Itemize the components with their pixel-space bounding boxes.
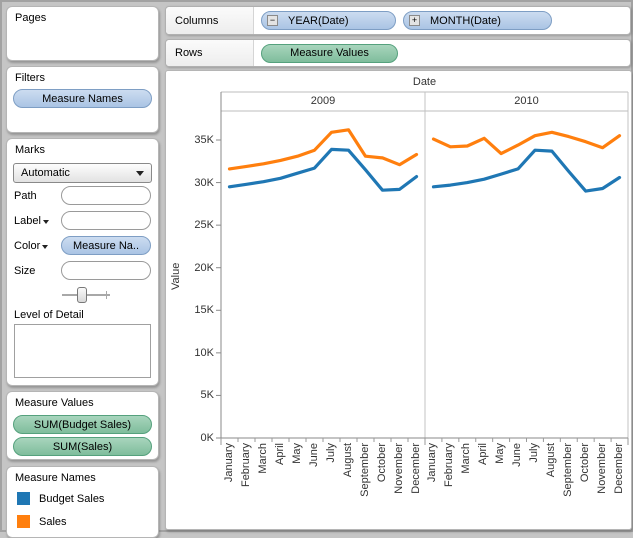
marks-card-title: Marks <box>15 144 45 156</box>
columns-shelf[interactable]: Columns − YEAR(Date) + MONTH(Date) <box>165 6 631 35</box>
label-label: Label <box>14 214 41 227</box>
size-label: Size <box>14 264 36 277</box>
size-slider-track[interactable] <box>62 287 110 303</box>
measure-values-card: Measure Values SUM(Budget Sales) SUM(Sal… <box>6 391 159 460</box>
y-axis-tick-label: 5K <box>200 389 214 402</box>
month-label: June <box>511 443 524 467</box>
filters-card: Filters Measure Names <box>6 66 159 133</box>
month-label: April <box>477 443 490 466</box>
pill-measure-values[interactable]: Measure Values <box>261 43 398 63</box>
marks-row-color: Color Measure Na.. <box>7 233 158 258</box>
pages-card-title: Pages <box>15 12 47 24</box>
sales-color-swatch <box>17 515 30 528</box>
rows-shelf-label: Rows <box>166 40 254 66</box>
month-label: May <box>494 443 507 464</box>
month-label: August <box>544 443 557 478</box>
pill-sum-budget-sales[interactable]: SUM(Budget Sales) <box>13 415 152 434</box>
path-label: Path <box>14 189 37 202</box>
y-axis-tick-label: 0K <box>200 432 214 444</box>
month-label: June <box>307 443 320 467</box>
series-line-sales-2009[interactable] <box>227 128 419 171</box>
columns-shelf-label: Columns <box>166 7 254 34</box>
measure-names-legend-card: Measure Names Budget Sales Sales <box>6 466 159 538</box>
budget-sales-color-swatch <box>17 492 30 505</box>
y-axis-tick-label: 25K <box>194 219 214 232</box>
marks-row-path: Path <box>7 183 158 208</box>
size-shelf[interactable] <box>61 261 151 280</box>
pill-sum-sales[interactable]: SUM(Sales) <box>13 437 152 456</box>
size-slider-tick <box>106 291 107 299</box>
marks-card: Marks Automatic Path Label Color Measure… <box>6 138 159 386</box>
month-label: February <box>443 443 456 488</box>
legend-card-title: Measure Names <box>15 472 96 484</box>
level-of-detail-shelf[interactable] <box>14 324 151 378</box>
month-label: November <box>595 443 608 494</box>
color-label: Color <box>14 239 41 252</box>
month-label: March <box>256 443 269 474</box>
chevron-down-icon <box>136 170 144 176</box>
measure-values-card-title: Measure Values <box>15 397 94 409</box>
chevron-down-icon[interactable] <box>42 244 49 249</box>
expand-plus-icon[interactable]: + <box>409 15 420 26</box>
month-label: July <box>527 443 540 463</box>
filters-card-title: Filters <box>15 72 45 84</box>
year-header-2010: 2010 <box>514 95 539 107</box>
y-axis-tick-label: 35K <box>194 134 214 146</box>
color-shelf-pill-measure-names[interactable]: Measure Na.. <box>61 236 151 255</box>
filter-pill-measure-names[interactable]: Measure Names <box>13 89 152 108</box>
pill-month-date[interactable]: + MONTH(Date) <box>403 11 552 30</box>
mark-type-dropdown[interactable]: Automatic <box>13 163 152 183</box>
month-label: December <box>612 443 625 494</box>
y-axis-tick-label: 30K <box>194 176 214 189</box>
collapse-minus-icon[interactable]: − <box>267 15 278 26</box>
month-label: October <box>578 443 591 483</box>
month-label: May <box>290 443 303 464</box>
year-header-2009: 2009 <box>310 95 336 107</box>
series-line-budget-sales-2009[interactable] <box>227 147 419 192</box>
pill-label: YEAR(Date) <box>288 14 349 27</box>
size-slider-handle[interactable] <box>77 287 87 303</box>
plot-area[interactable] <box>166 71 633 531</box>
month-label: September <box>561 443 574 497</box>
month-label: March <box>460 443 473 474</box>
chart-view: Date Value 2009 2010 0K 5K 10K 15K 20K 25K 30K 3… <box>165 70 632 530</box>
level-of-detail-label: Level of Detail <box>14 309 84 321</box>
series-line-budget-sales-2010[interactable] <box>431 148 622 193</box>
legend-item-label: Sales <box>39 515 67 528</box>
series-line-sales-2010[interactable] <box>431 130 622 156</box>
month-label: February <box>239 443 252 488</box>
month-label: September <box>358 443 371 497</box>
month-label: January <box>222 443 235 483</box>
pages-card: Pages <box>6 6 159 61</box>
pill-label: MONTH(Date) <box>430 14 501 27</box>
legend-item-sales[interactable]: Sales <box>7 510 158 533</box>
path-shelf[interactable] <box>61 186 151 205</box>
chevron-down-icon[interactable] <box>42 219 49 224</box>
month-label: August <box>341 443 354 478</box>
y-axis-tick-label: 15K <box>194 304 214 317</box>
marks-row-label: Label <box>7 208 158 233</box>
y-axis-tick-label: 10K <box>194 346 214 359</box>
rows-shelf[interactable]: Rows Measure Values <box>165 39 631 67</box>
month-label: January <box>426 443 439 483</box>
pill-year-date[interactable]: − YEAR(Date) <box>261 11 396 30</box>
size-slider <box>7 285 158 303</box>
chart-date-title: Date <box>412 76 437 88</box>
legend-item-budget-sales[interactable]: Budget Sales <box>7 487 158 510</box>
marks-row-size: Size <box>7 258 158 283</box>
y-axis-tick-label: 20K <box>194 261 214 274</box>
month-label: December <box>409 443 422 494</box>
legend-item-label: Budget Sales <box>39 492 105 505</box>
month-label: April <box>273 443 286 466</box>
month-label: November <box>392 443 405 494</box>
label-shelf[interactable] <box>61 211 151 230</box>
month-label: July <box>324 443 337 463</box>
mark-type-value: Automatic <box>21 167 70 179</box>
month-label: October <box>375 443 388 483</box>
